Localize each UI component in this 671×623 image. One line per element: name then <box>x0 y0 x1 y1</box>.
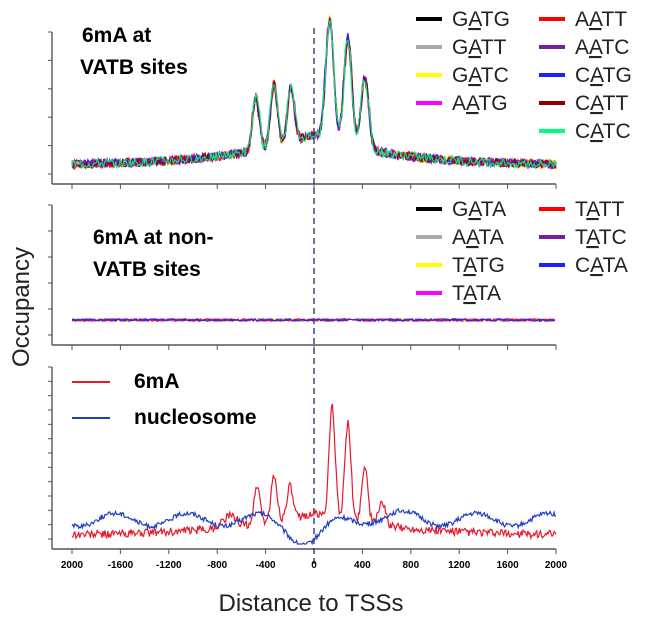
panel-1-title: VATB sites <box>80 56 188 79</box>
legend-label-TATC: TATC <box>575 226 627 249</box>
x-tick-label: -1600 <box>108 560 134 571</box>
series-CATC <box>71 19 557 170</box>
legend-label-CATT: CATT <box>575 92 628 115</box>
legend-label-GATG: GATG <box>452 8 510 31</box>
x-tick-label: 0 <box>311 560 317 571</box>
panel-1-title: 6mA at <box>82 24 151 47</box>
x-tick-label: -1200 <box>156 560 182 571</box>
x-axis-title: Distance to TSSs <box>219 590 404 617</box>
legend-label-AATT: AATT <box>575 8 627 31</box>
legend-label-GATT: GATT <box>452 36 507 59</box>
legend-label-nucleosome: nucleosome <box>134 406 257 429</box>
series-layer <box>71 14 557 546</box>
x-tick-label: 1600 <box>496 560 519 571</box>
legend-label-AATG: AATG <box>452 92 508 115</box>
legend-label-GATC: GATC <box>452 64 509 87</box>
legend-label-6mA: 6mA <box>134 370 180 393</box>
x-tick-label: -400 <box>256 560 276 571</box>
legend-label-TATG: TATG <box>452 254 505 277</box>
x-tick-label: 1200 <box>448 560 471 571</box>
axes-layer <box>48 28 557 565</box>
legend-label-TATT: TATT <box>575 198 625 221</box>
legend-label-AATC: AATC <box>575 36 629 59</box>
text-layer: 2000 -1600 -1200 -800 -400 0 400 800 1200 1600 200… <box>61 8 632 571</box>
series-6mA <box>71 403 557 541</box>
legend-label-CATC: CATC <box>575 120 631 143</box>
y-axis-title: Occupancy <box>8 247 35 367</box>
x-tick-label: -800 <box>207 560 227 571</box>
legend-label-CATA: CATA <box>575 254 628 277</box>
x-tick-label: 2000 <box>61 560 84 571</box>
panel-2-title: VATB sites <box>93 258 201 281</box>
x-tick-label: 800 <box>402 560 419 571</box>
legend-label-AATA: AATA <box>452 226 504 249</box>
series-CATA <box>72 317 556 323</box>
x-tick-label: 400 <box>354 560 371 571</box>
panel-2-title: 6mA at non- <box>93 226 214 249</box>
legend-label-TATA: TATA <box>452 282 501 305</box>
x-tick-label: 2000 <box>545 560 568 571</box>
series-nucleosome <box>71 507 557 546</box>
legend-label-CATG: CATG <box>575 64 632 87</box>
legend-label-GATA: GATA <box>452 198 506 221</box>
